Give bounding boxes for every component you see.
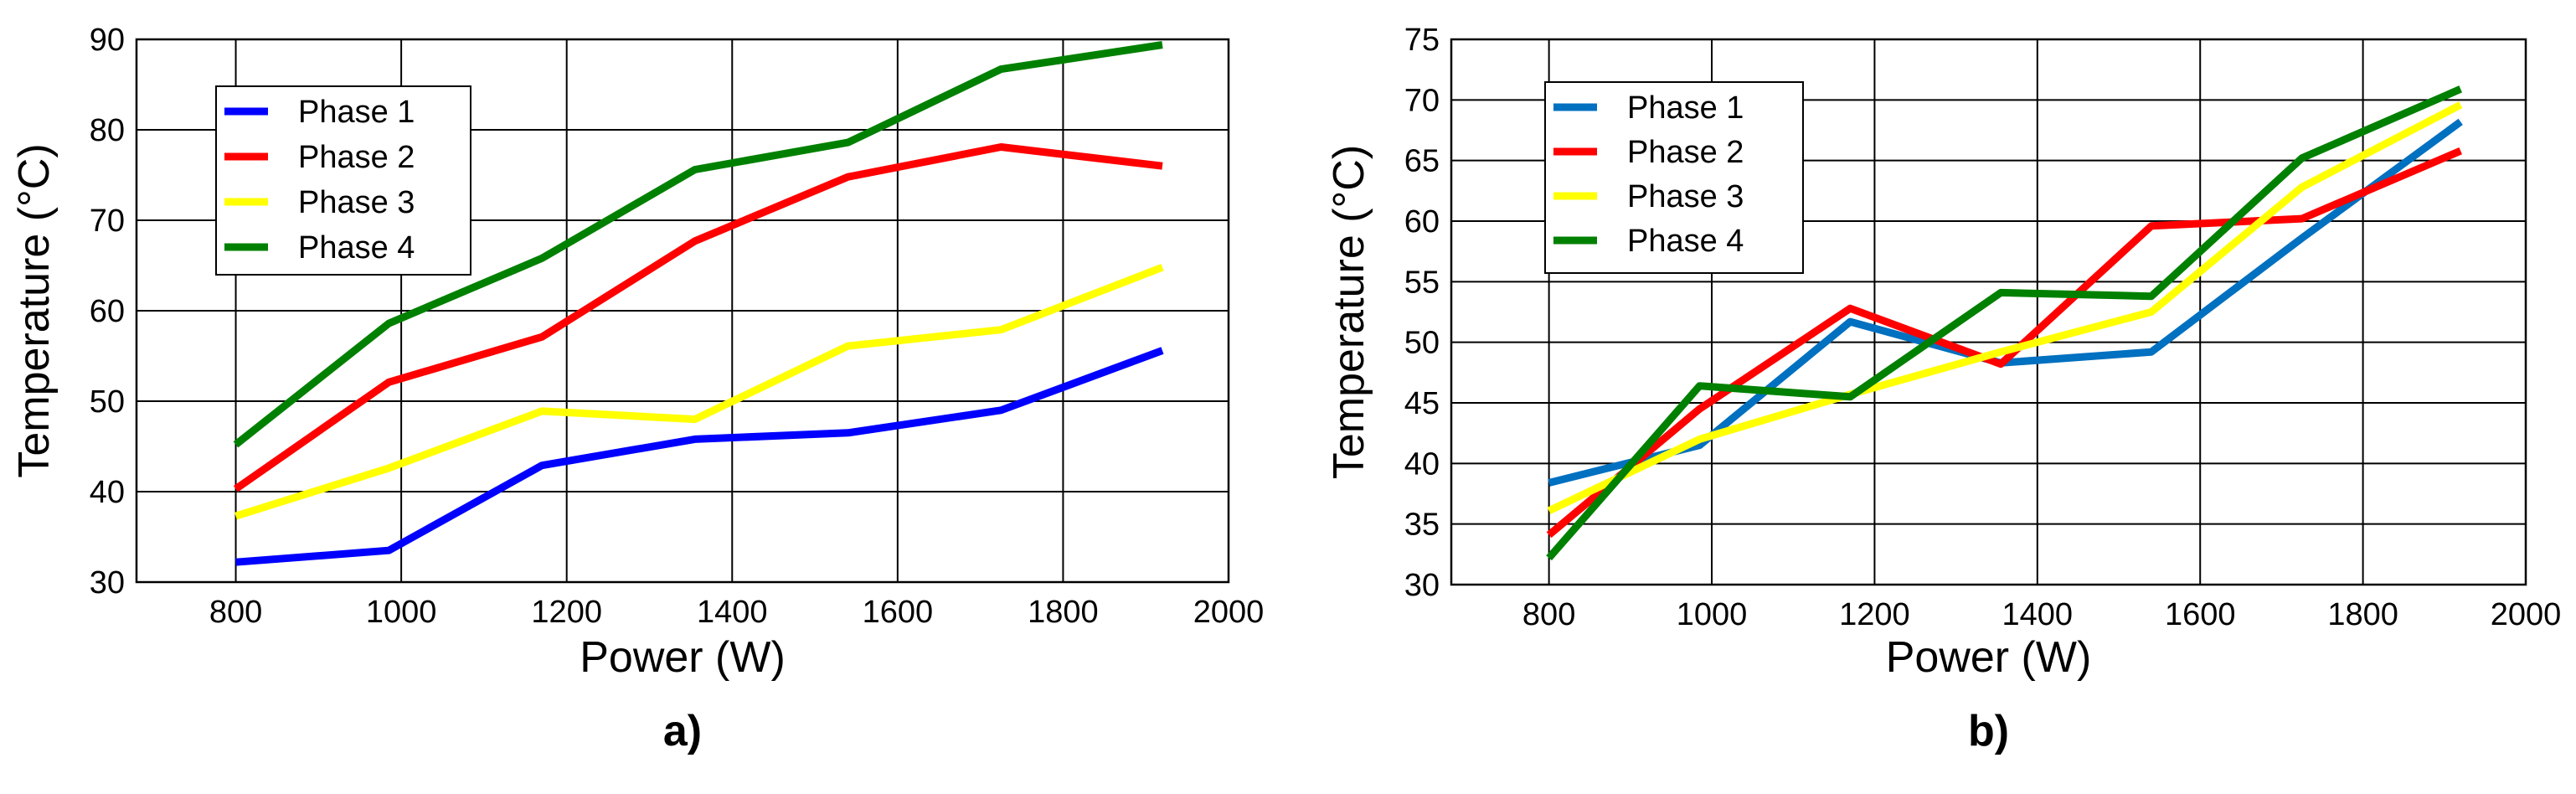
series-line-phase-3 (1547, 101, 2463, 514)
series-line-phase-1 (235, 347, 1164, 566)
plot-frame (135, 38, 1230, 584)
legend-label: Phase 3 (1627, 179, 1744, 214)
x-tick-label: 1400 (697, 595, 768, 630)
legend-label: Phase 2 (298, 140, 415, 175)
x-tick-label: 1200 (1839, 597, 1910, 632)
chart-a: 800 1000 1200 1400 1600 1800 2000 30 40 50 60 70 80 9… (10, 23, 1264, 755)
y-tick-label: 90 (90, 23, 125, 58)
y-tick-label: 55 (1404, 265, 1440, 300)
x-axis-label: Power (W) (1886, 633, 2092, 682)
y-tick-label: 75 (1404, 23, 1440, 58)
x-tick-label: 1800 (1028, 595, 1099, 630)
chart-b: 800 1000 1200 1400 1600 1800 2000 30 35 40 45 50 55 6… (1325, 23, 2561, 755)
y-tick-label: 60 (90, 294, 125, 329)
legend-label: Phase 1 (1627, 90, 1744, 126)
x-tick-label: 1600 (863, 595, 934, 630)
y-tick-label: 60 (1404, 204, 1440, 240)
plot-frame (1450, 38, 2527, 586)
panel-label: b) (1968, 707, 2009, 755)
x-tick-label: 2000 (2491, 597, 2562, 632)
series-line-phase-4 (233, 41, 1163, 448)
x-tick-label: 1400 (2002, 597, 2074, 632)
x-tick-label: 1000 (1677, 597, 1748, 632)
x-tick-label: 1800 (2327, 597, 2398, 632)
y-tick-label: 50 (1404, 326, 1440, 361)
y-tick-label: 70 (90, 204, 125, 239)
y-tick-label: 70 (1404, 83, 1440, 118)
series-line-phase-2 (233, 143, 1163, 492)
legend-label: Phase 1 (298, 95, 415, 130)
legend-label: Phase 3 (298, 185, 415, 220)
y-axis-label: Temperature (°C) (1325, 145, 1373, 479)
x-tick-label: 800 (209, 595, 262, 630)
y-tick-label: 80 (90, 113, 125, 148)
y-axis-label: Temperature (°C) (10, 143, 59, 477)
series-line-phase-2 (1546, 147, 2462, 539)
series-line-phase-4 (1546, 85, 2462, 561)
x-tick-label: 1600 (2165, 597, 2236, 632)
y-tick-label: 30 (1404, 568, 1440, 603)
x-tick-label: 1000 (366, 595, 437, 630)
x-tick-label: 2000 (1193, 595, 1265, 630)
x-tick-label: 800 (1522, 597, 1575, 632)
legend-label: Phase 2 (1627, 135, 1744, 170)
panel-label: a) (663, 707, 702, 755)
legend-label: Phase 4 (298, 230, 415, 266)
y-tick-label: 35 (1404, 508, 1440, 543)
y-tick-label: 65 (1404, 144, 1440, 179)
y-tick-label: 30 (90, 565, 125, 601)
x-axis-label: Power (W) (580, 633, 786, 682)
legend-label: Phase 4 (1627, 224, 1744, 259)
y-tick-label: 40 (90, 475, 125, 510)
y-tick-label: 50 (90, 384, 125, 420)
x-tick-label: 1200 (531, 595, 602, 630)
y-tick-label: 45 (1404, 386, 1440, 421)
y-tick-label: 40 (1404, 446, 1440, 482)
series-line-phase-3 (234, 264, 1164, 520)
